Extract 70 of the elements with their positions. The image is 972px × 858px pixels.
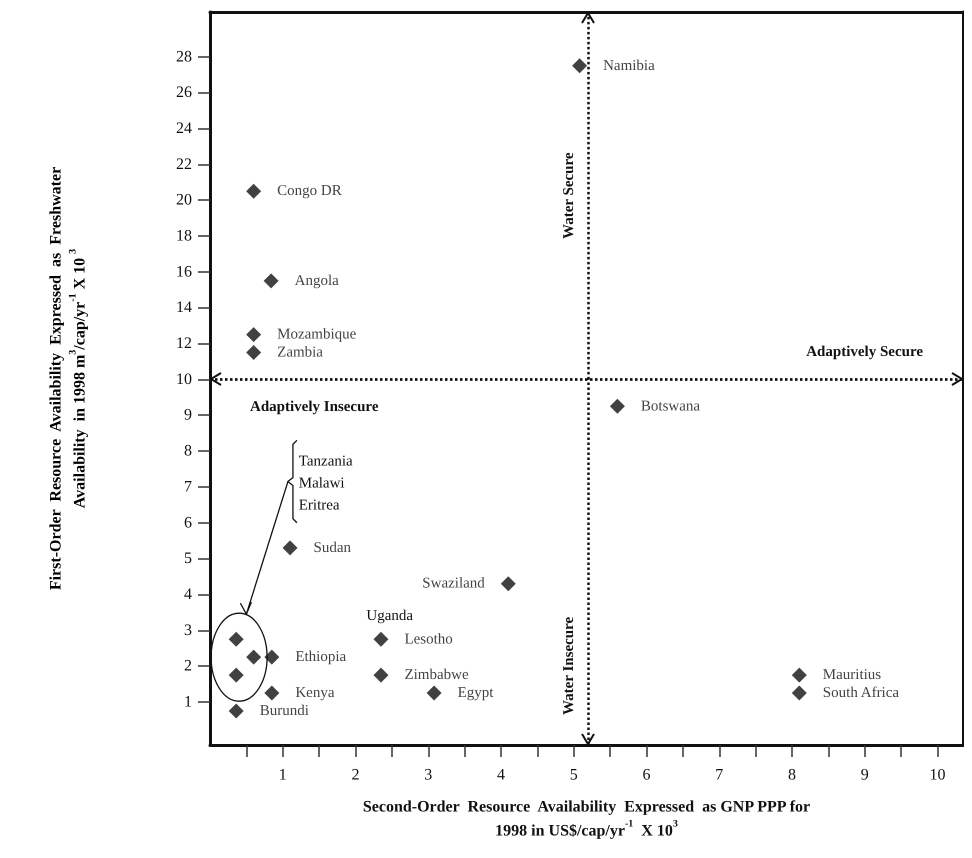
data-label: Ethiopia xyxy=(295,649,347,666)
point xyxy=(264,273,279,288)
data-label: Zambia xyxy=(277,344,324,361)
y-tick-label: 26 xyxy=(176,84,192,102)
data-label: Congo DR xyxy=(277,183,342,200)
point xyxy=(572,58,588,74)
data-label: Egypt xyxy=(458,685,494,702)
point xyxy=(228,632,244,647)
ref-line-label: Adaptively Secure xyxy=(806,344,924,360)
point xyxy=(373,632,388,647)
x-tick-label: 5 xyxy=(570,766,578,784)
y-tick-label: 24 xyxy=(176,120,192,137)
x-tick-label: 10 xyxy=(930,766,946,784)
y-tick-label: 7 xyxy=(184,478,192,496)
annotation: Uganda xyxy=(366,608,414,624)
y-tick-label: 28 xyxy=(176,48,192,66)
point xyxy=(246,327,262,342)
x-tick-label: 9 xyxy=(860,766,869,784)
point xyxy=(282,540,298,556)
point xyxy=(246,184,262,199)
point xyxy=(264,650,280,665)
data-label: Kenya xyxy=(295,685,335,702)
data-label: Angola xyxy=(294,272,340,289)
point xyxy=(426,686,442,701)
point xyxy=(246,345,262,360)
data-label: Swaziland xyxy=(422,576,486,592)
y-tick-label: 9 xyxy=(184,406,192,424)
ref-line-label: Water Secure xyxy=(560,152,577,239)
x-tick-label: 1 xyxy=(278,766,287,784)
y-tick-label: 16 xyxy=(176,263,192,280)
point xyxy=(246,650,262,665)
x-tick-label: 2 xyxy=(352,766,360,784)
data-label: Mozambique xyxy=(277,326,357,343)
x-tick-label: 3 xyxy=(424,766,432,784)
x-tick-label: 8 xyxy=(788,766,796,784)
point xyxy=(792,668,807,683)
point xyxy=(228,703,244,718)
y-tick-label: 18 xyxy=(176,228,192,245)
y-tick-label: 20 xyxy=(176,192,192,209)
point xyxy=(373,668,388,683)
x-tick-label: 4 xyxy=(497,766,506,784)
ref-line-label: Adaptively Insecure xyxy=(250,398,379,415)
point xyxy=(610,398,625,414)
point xyxy=(792,686,807,701)
data-label: Mauritius xyxy=(822,667,882,684)
data-label: Lesotho xyxy=(404,631,453,648)
data-label: South Africa xyxy=(822,685,900,702)
y-tick-label: 22 xyxy=(176,156,192,173)
data-label: Sudan xyxy=(314,540,352,556)
y-tick-label: 12 xyxy=(176,335,192,352)
point xyxy=(264,686,280,701)
data-label: Namibia xyxy=(603,58,656,74)
data-label: Botswana xyxy=(640,398,700,414)
y-tick-label: 4 xyxy=(184,586,192,603)
y-tick-label: 3 xyxy=(184,622,192,639)
y-tick-label: 8 xyxy=(184,442,192,460)
annotation: Tanzania Malawi Eritrea xyxy=(298,453,354,514)
data-label: Burundi xyxy=(260,702,309,719)
y-tick-label: 6 xyxy=(184,514,192,532)
x-tick-label: 7 xyxy=(715,766,724,784)
data-label: Zimbabwe xyxy=(404,667,469,684)
y-tick-label: 2 xyxy=(184,658,192,675)
point xyxy=(500,576,516,592)
y-tick-label: 10 xyxy=(176,370,192,388)
y-tick-label: 14 xyxy=(176,299,192,316)
point xyxy=(228,668,244,683)
y-tick-label: 5 xyxy=(184,550,192,568)
ref-line-label: Water Insecure xyxy=(560,616,577,715)
x-tick-label: 6 xyxy=(642,766,651,784)
y-tick-label: 1 xyxy=(184,693,192,710)
